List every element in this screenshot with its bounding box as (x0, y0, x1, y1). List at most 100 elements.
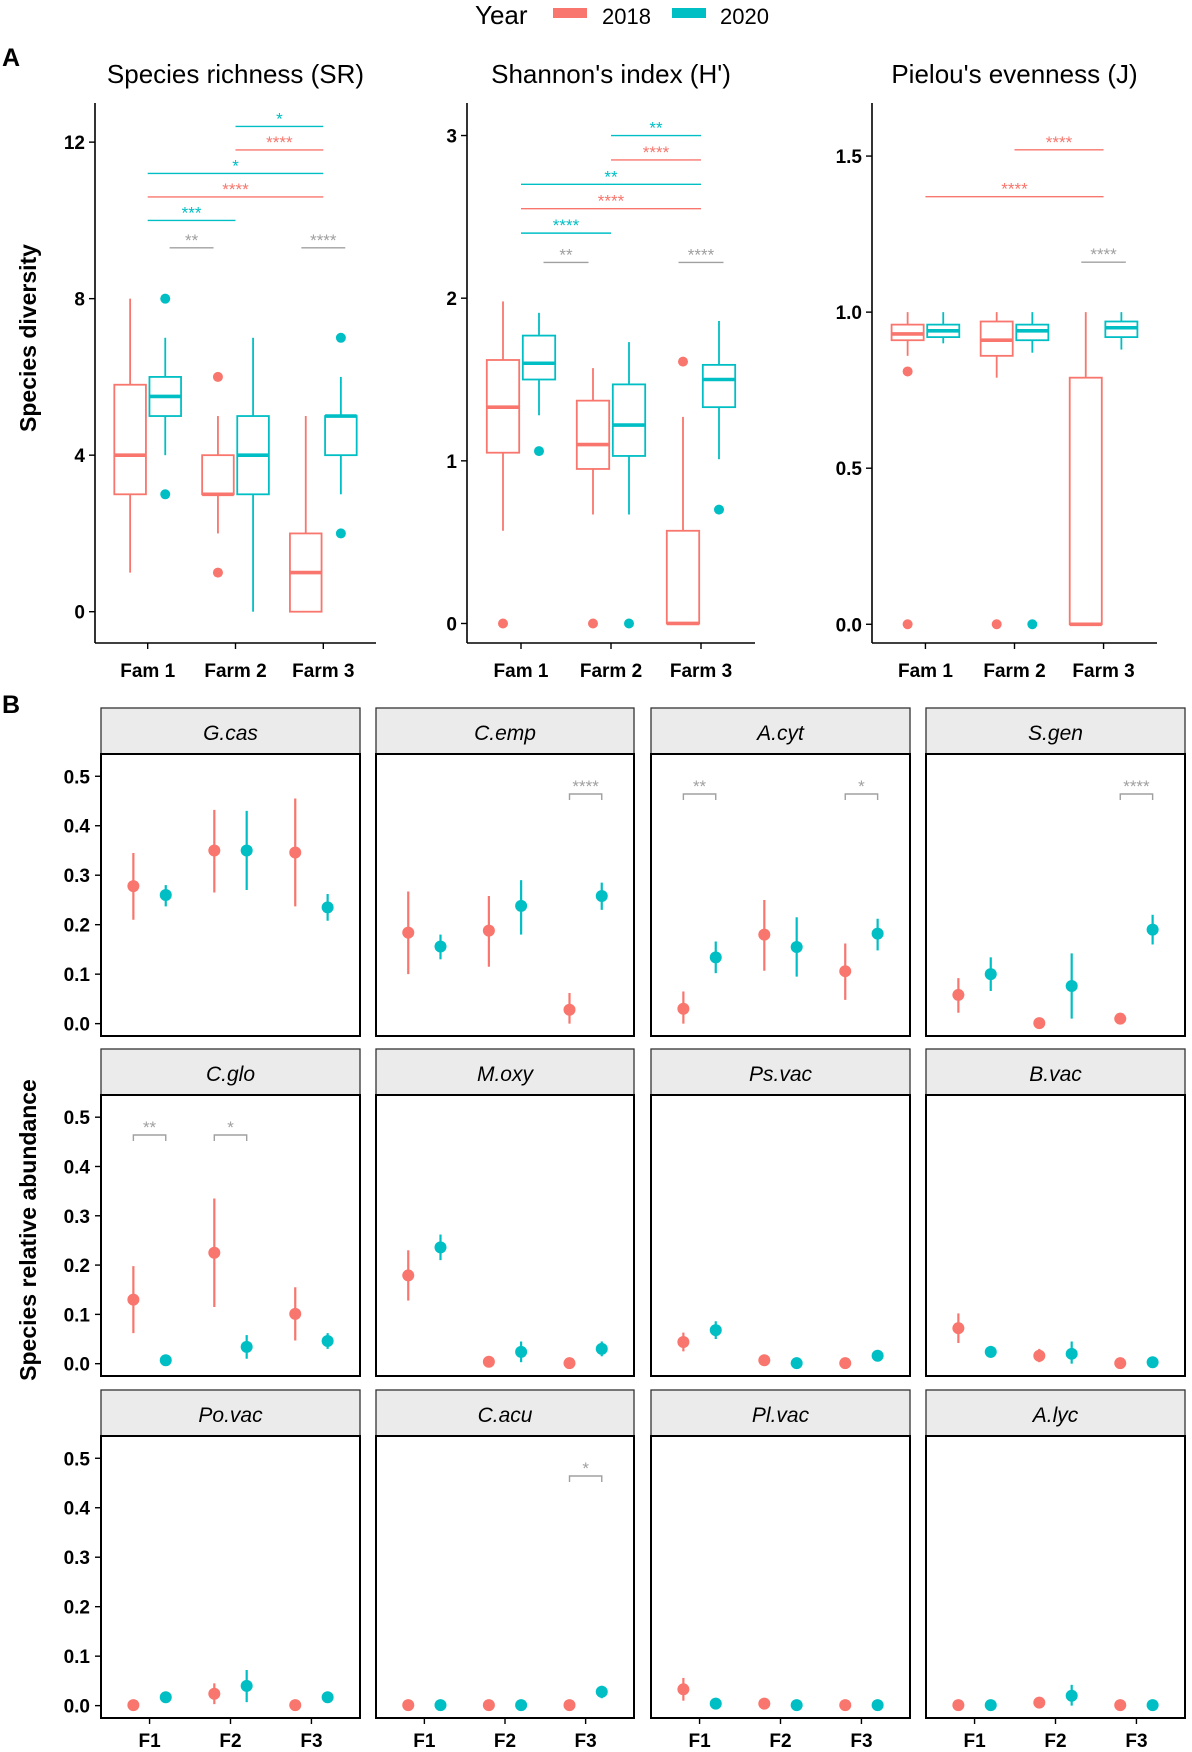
mean-point (595, 1685, 608, 1698)
x-tick-label: F1 (138, 1731, 161, 1752)
mean-point (709, 1697, 722, 1710)
facet-title: S.gen (1028, 722, 1083, 745)
outlier-point (678, 356, 688, 367)
facet-frame (925, 753, 1186, 1037)
outlier-point (991, 619, 1002, 630)
mean-point (758, 1697, 771, 1710)
mean-point (515, 1699, 528, 1712)
y-tick-label: 0.5 (64, 767, 91, 788)
box-iqr (324, 415, 358, 457)
mean-point (595, 889, 608, 902)
box-2020-3 (701, 320, 737, 515)
facet-title: C.emp (474, 722, 536, 745)
significance-label: ** (649, 119, 663, 138)
box-iqr (665, 529, 701, 625)
facet-strip (650, 1048, 911, 1096)
mean-point (984, 968, 997, 981)
significance-label: **** (1123, 777, 1150, 796)
outlier-point (714, 504, 724, 515)
mean-point (321, 1691, 334, 1704)
significance-label: **** (598, 192, 625, 211)
box-iqr (201, 454, 235, 496)
facet-title: A.lyc (1031, 1404, 1079, 1427)
significance-bracket (568, 793, 603, 800)
facet-title: C.glo (206, 1063, 255, 1086)
significance-label: **** (553, 216, 580, 235)
box-2018-3 (1068, 312, 1103, 627)
y-tick-label: 0.2 (64, 1256, 90, 1277)
box-2020-1 (926, 312, 961, 344)
y-tick-label: 0.5 (64, 1108, 91, 1129)
panel-a-label: A (2, 44, 20, 72)
facet-frame (925, 1094, 1186, 1377)
x-tick-label: Fam 1 (120, 661, 175, 682)
significance-label: **** (1090, 245, 1117, 264)
mean-point (434, 940, 447, 953)
y-tick-label: 0.2 (64, 1598, 90, 1619)
x-tick-label: F3 (850, 1731, 872, 1752)
facet-frame (925, 1435, 1186, 1719)
facet-frame (100, 1435, 361, 1719)
facet-frame (375, 1094, 635, 1377)
y-tick-label: 0 (74, 603, 85, 624)
x-tick-label: Farm 3 (670, 661, 732, 682)
mean-point (240, 1679, 253, 1692)
box-2020-3 (324, 332, 358, 539)
mean-point (1146, 1699, 1159, 1712)
box-2020-2 (611, 342, 647, 629)
x-tick-label: F3 (575, 1731, 597, 1752)
significance-label: **** (643, 143, 670, 162)
facet-M.oxy: M.oxy (375, 1048, 635, 1377)
facet-title: C.acu (478, 1404, 533, 1427)
legend: Year 2018 2020 (475, 0, 769, 30)
outlier-point (624, 618, 634, 629)
chart-title: Species richness (SR) (107, 59, 364, 89)
box-2018-3 (665, 356, 701, 626)
legend-swatch-2018 (553, 8, 587, 18)
x-tick-label: F3 (1125, 1731, 1147, 1752)
mean-point (289, 846, 302, 859)
mean-point (839, 1357, 852, 1370)
facet-title: Pl.vac (752, 1404, 810, 1427)
mean-point (709, 1324, 722, 1337)
legend-title: Year (475, 0, 528, 30)
x-tick-label: Farm 2 (204, 661, 266, 682)
x-tick-label: F1 (413, 1731, 436, 1752)
mean-point (1033, 1696, 1046, 1709)
facet-strip (925, 1048, 1186, 1096)
box-2020-1 (521, 312, 557, 457)
mean-point (1146, 923, 1159, 936)
significance-label: **** (572, 777, 599, 796)
significance-label: * (276, 109, 283, 128)
x-tick-label: Farm 3 (1072, 661, 1134, 682)
y-tick-label: 4 (74, 446, 85, 467)
mean-point (1114, 1357, 1127, 1370)
x-tick-label: F2 (219, 1731, 241, 1752)
facet-frame (650, 753, 911, 1037)
facet-C.acu: C.acu F1 F2 F3 * (375, 1389, 635, 1752)
significance-label: *** (182, 203, 202, 222)
significance-bracket (568, 1475, 603, 1482)
x-tick-label: F1 (963, 1731, 986, 1752)
y-tick-label: 0.0 (64, 1355, 90, 1376)
box-2020-3 (1104, 312, 1139, 350)
outlier-point (335, 332, 346, 343)
facet-B.vac: B.vac (925, 1048, 1186, 1377)
significance-bracket (1119, 793, 1154, 800)
box-2018-2 (201, 371, 235, 578)
mean-point (563, 1003, 576, 1016)
mean-point (677, 1002, 690, 1015)
mean-point (208, 1687, 221, 1700)
mean-point (208, 1246, 221, 1259)
mean-point (677, 1335, 690, 1348)
x-tick-label: F1 (688, 1731, 711, 1752)
y-tick-label: 0.1 (64, 965, 91, 986)
outlier-point (534, 446, 544, 457)
mean-point (709, 951, 722, 964)
mean-point (240, 844, 253, 857)
y-tick-label: 0.0 (836, 615, 862, 636)
y-tick-label: 12 (64, 133, 85, 154)
facet-frame (375, 753, 635, 1037)
